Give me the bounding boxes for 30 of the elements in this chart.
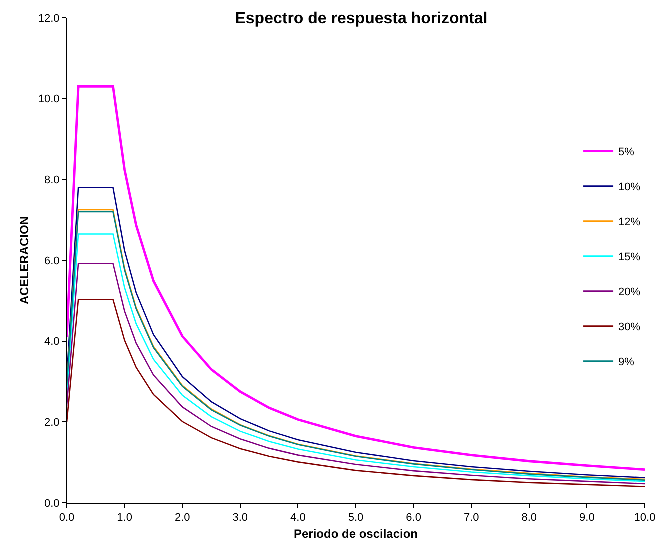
x-tick-label: 8.0 <box>522 512 538 524</box>
line-series <box>67 299 645 488</box>
x-tick-label: 7.0 <box>464 512 480 524</box>
y-tick-label: 4.0 <box>44 336 60 348</box>
y-tick-label: 2.0 <box>44 417 60 430</box>
y-tick-label: 12.0 <box>38 12 60 25</box>
x-tick-label: 3.0 <box>232 512 248 524</box>
legend-label: 12% <box>618 216 641 229</box>
legend-label: 5% <box>618 146 635 159</box>
x-tick-label: 10.0 <box>634 512 656 524</box>
y-tick-label: 10.0 <box>38 94 60 106</box>
legend-label: 15% <box>618 252 641 264</box>
y-axis-title: ACELERACION <box>18 216 32 305</box>
legend-label: 9% <box>618 356 635 369</box>
x-tick-label: 1.0 <box>117 512 132 524</box>
legend-label: 10% <box>618 182 641 194</box>
x-tick-label: 2.0 <box>174 512 190 524</box>
x-tick-label: 6.0 <box>406 512 422 524</box>
x-axis-title: Periodo de oscilacion <box>294 527 418 542</box>
chart-title: Espectro de respuesta horizontal <box>235 10 488 28</box>
y-tick-label: 8.0 <box>44 174 60 187</box>
x-tick-label: 0.0 <box>59 512 75 524</box>
legend-label: 30% <box>618 322 641 334</box>
x-tick-label: 9.0 <box>580 512 595 524</box>
x-tick-label: 5.0 <box>348 512 364 524</box>
y-tick-label: 0.0 <box>44 498 60 510</box>
legend-label: 20% <box>618 286 641 299</box>
y-tick-label: 6.0 <box>44 255 60 268</box>
line-series <box>67 86 645 472</box>
x-tick-label: 4.0 <box>290 512 306 524</box>
